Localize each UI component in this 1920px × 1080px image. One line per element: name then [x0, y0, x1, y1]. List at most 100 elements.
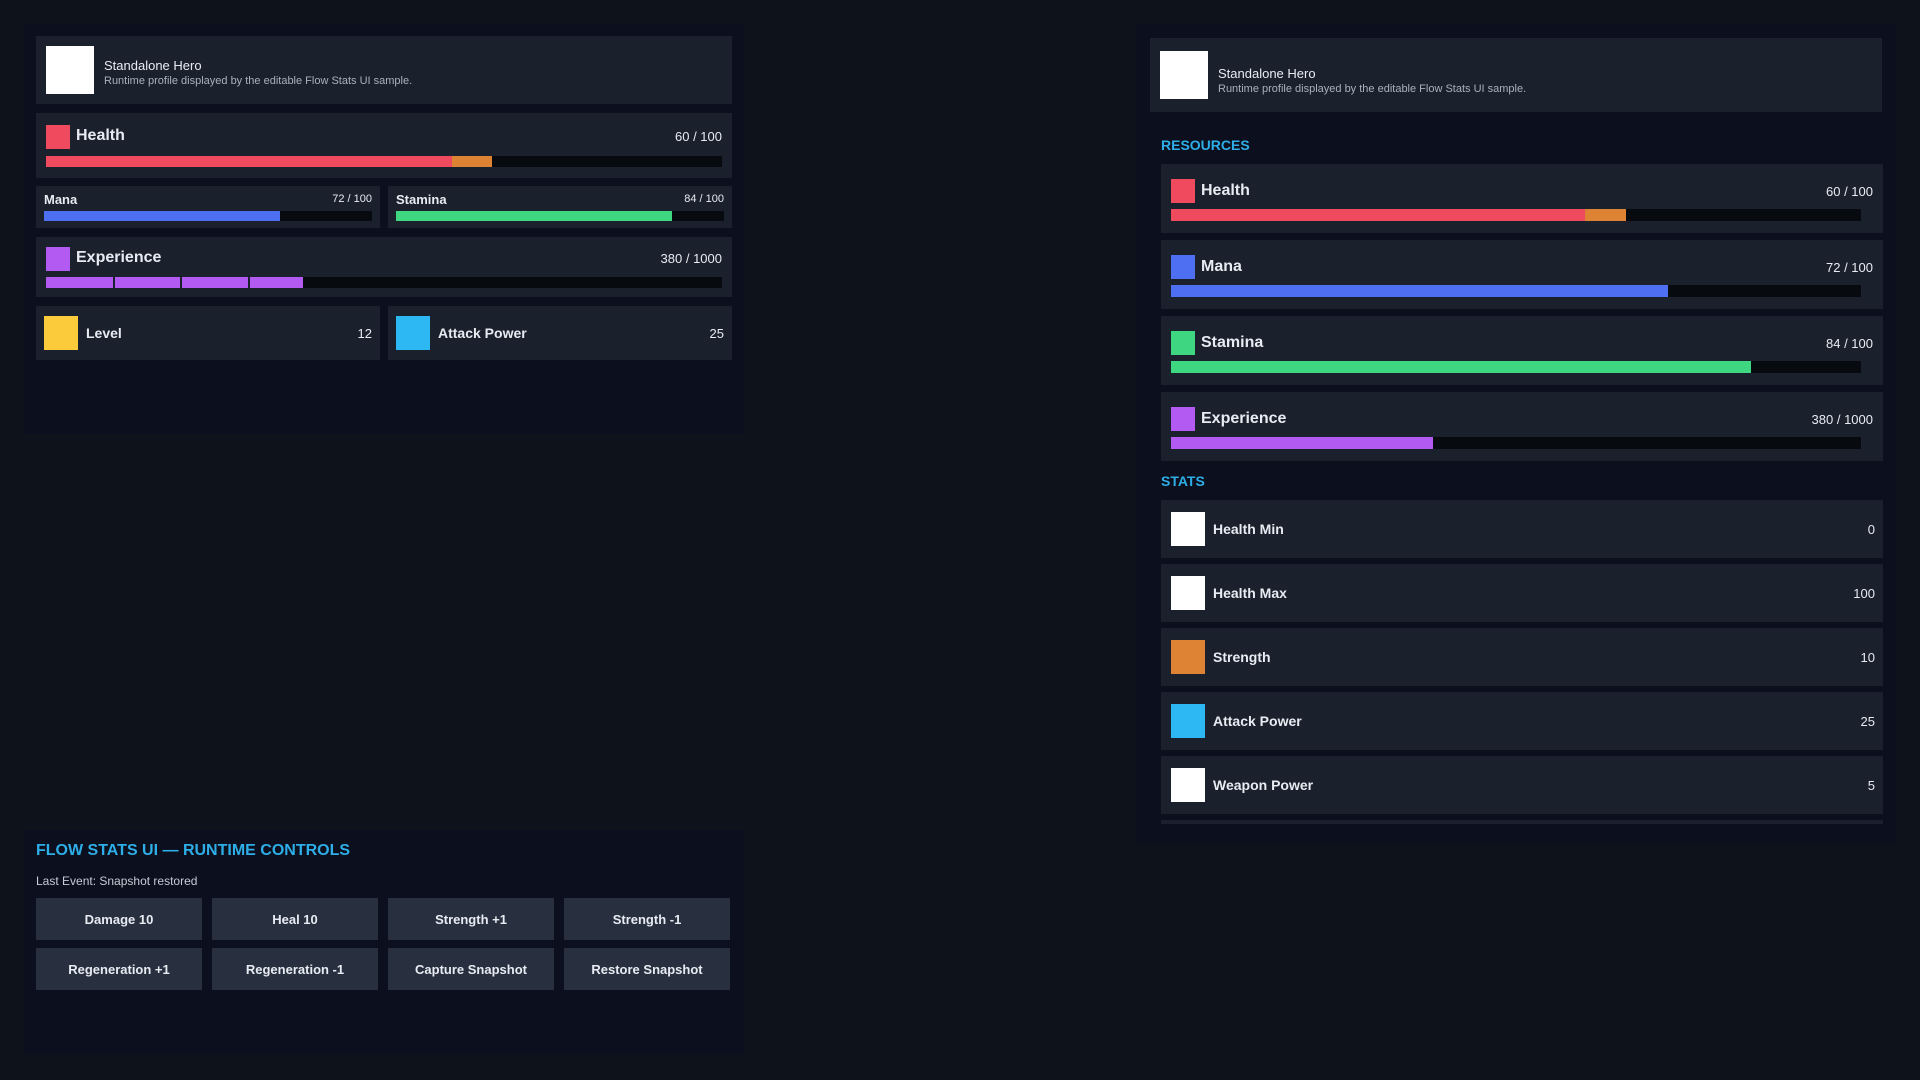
- weapon-power-icon: [1171, 768, 1205, 802]
- detail-stats-panel: Standalone Hero Runtime profile displaye…: [1136, 24, 1896, 844]
- resource-bar: [1171, 209, 1861, 221]
- experience-bar: [46, 277, 722, 288]
- resource-value: 380 / 1000: [1811, 412, 1873, 427]
- profile-description: Runtime profile displayed by the editabl…: [104, 75, 413, 87]
- compact-stats-panel: Standalone Hero Runtime profile displaye…: [24, 24, 744, 434]
- experience-segment-divider: [112, 277, 115, 288]
- resource-value: 60 / 100: [1826, 184, 1873, 199]
- health-icon: [1171, 179, 1195, 203]
- attack-power-value: 25: [709, 326, 724, 341]
- damage-10-button[interactable]: Damage 10: [36, 898, 202, 940]
- attack-power-icon: [396, 316, 430, 350]
- mana-bar-fill: [44, 211, 281, 221]
- experience-segments: [46, 277, 722, 288]
- detail-profile-description: Runtime profile displayed by the editabl…: [1218, 83, 1527, 95]
- stamina-label: Stamina: [396, 192, 447, 207]
- resource-label: Stamina: [1201, 334, 1264, 351]
- strength-icon: [1171, 640, 1205, 674]
- experience-value: 380 / 1000: [660, 251, 722, 266]
- capture-snapshot-button[interactable]: Capture Snapshot: [388, 948, 554, 990]
- health-bar: [46, 156, 722, 167]
- controls-title: FLOW STATS UI — RUNTIME CONTROLS: [36, 842, 351, 859]
- resource-label: Experience: [1201, 410, 1287, 427]
- stat-label: Strength: [1213, 649, 1271, 665]
- restore-snapshot-button[interactable]: Restore Snapshot: [564, 948, 730, 990]
- stat-health-max: Health Max 100: [1161, 564, 1883, 622]
- stats-list[interactable]: Health Min 0 Health Max 100 Strength 10 Attack…: [1161, 500, 1883, 824]
- resource-label: Health: [1201, 182, 1250, 199]
- attack-power-icon: [1171, 704, 1205, 738]
- resource-bar-fill: [1171, 437, 1434, 449]
- experience-resource: Experience 380 / 1000: [36, 237, 732, 297]
- mana-resource: Mana 72 / 100: [36, 186, 380, 228]
- stat-strength: Strength 10: [1161, 628, 1883, 686]
- level-icon: [44, 316, 78, 350]
- stat-health-min: Health Min 0: [1161, 500, 1883, 558]
- resource-value: 84 / 100: [1826, 336, 1873, 351]
- experience-segment-divider: [180, 277, 183, 288]
- resource-bar: [1171, 437, 1861, 449]
- resource-experience: Experience 380 / 1000: [1161, 392, 1883, 461]
- stat-value: 100: [1853, 586, 1875, 601]
- stat-label: Health Max: [1213, 585, 1287, 601]
- stat-label: Health Min: [1213, 521, 1284, 537]
- mana-value: 72 / 100: [332, 193, 372, 205]
- health-label: Health: [76, 127, 125, 144]
- stamina-resource: Stamina 84 / 100: [388, 186, 732, 228]
- mana-icon: [1171, 255, 1195, 279]
- experience-segment-divider: [247, 277, 250, 288]
- level-value: 12: [357, 326, 372, 341]
- resources-header: RESOURCES: [1161, 137, 1250, 153]
- level-label: Level: [86, 325, 122, 341]
- stat-value: 0: [1867, 522, 1875, 537]
- control-button-grid: Damage 10 Heal 10 Strength +1 Strength -1 Re…: [36, 898, 732, 990]
- strength-1-button[interactable]: Strength +1: [388, 898, 554, 940]
- resource-mana: Mana 72 / 100: [1161, 240, 1883, 309]
- resource-value: 72 / 100: [1826, 260, 1873, 275]
- detail-profile-name: Standalone Hero: [1218, 66, 1316, 81]
- stat-weapon-power: Weapon Power 5: [1161, 756, 1883, 814]
- stat-value: 5: [1867, 778, 1875, 793]
- attack-power-label: Attack Power: [438, 325, 527, 341]
- experience-icon: [46, 247, 70, 271]
- resource-health: Health 60 / 100: [1161, 164, 1883, 233]
- health-regen-fill: [451, 156, 493, 167]
- profile-name: Standalone Hero: [104, 58, 202, 73]
- resource-bar: [1171, 361, 1861, 373]
- heal-10-button[interactable]: Heal 10: [212, 898, 378, 940]
- resource-bar-fill: [1171, 361, 1751, 373]
- portrait-placeholder-icon: [46, 46, 94, 94]
- stat-label: Attack Power: [1213, 713, 1302, 729]
- stat-value: 25: [1860, 714, 1875, 729]
- detail-profile-card: Standalone Hero Runtime profile displaye…: [1150, 38, 1882, 112]
- resource-bar: [1171, 285, 1861, 297]
- detail-portrait-placeholder-icon: [1160, 51, 1208, 99]
- stats-header: STATS: [1161, 473, 1205, 489]
- resource-regen-fill: [1585, 209, 1627, 221]
- resource-stamina: Stamina 84 / 100: [1161, 316, 1883, 385]
- resources-list: Health 60 / 100 Mana 72 / 100 Stamina 84 / 10…: [1161, 164, 1883, 464]
- health-resource: Health 60 / 100: [36, 113, 732, 178]
- stat-label: Weapon Power: [1213, 777, 1314, 793]
- regeneration-1-button[interactable]: Regeneration -1: [212, 948, 378, 990]
- regeneration-1-button[interactable]: Regeneration +1: [36, 948, 202, 990]
- stamina-icon: [1171, 331, 1195, 355]
- resource-bar-fill: [1171, 285, 1668, 297]
- attack-power-stat: Attack Power 25: [388, 306, 732, 360]
- stat-row-partial: [1161, 820, 1883, 824]
- stamina-bar-fill: [396, 211, 672, 221]
- experience-bar-fill: [46, 277, 303, 288]
- experience-label: Experience: [76, 249, 162, 266]
- mana-label: Mana: [44, 192, 78, 207]
- mana-bar: [44, 211, 372, 221]
- strength-1-button[interactable]: Strength -1: [564, 898, 730, 940]
- last-event-text: Last Event: Snapshot restored: [36, 874, 198, 888]
- level-stat: Level 12: [36, 306, 380, 360]
- stamina-bar: [396, 211, 724, 221]
- experience-icon: [1171, 407, 1195, 431]
- stamina-value: 84 / 100: [684, 193, 724, 205]
- stat-attack-power: Attack Power 25: [1161, 692, 1883, 750]
- stat-value: 10: [1860, 650, 1875, 665]
- runtime-controls-panel: FLOW STATS UI — RUNTIME CONTROLS Last Ev…: [24, 830, 744, 1055]
- resource-label: Mana: [1201, 258, 1242, 275]
